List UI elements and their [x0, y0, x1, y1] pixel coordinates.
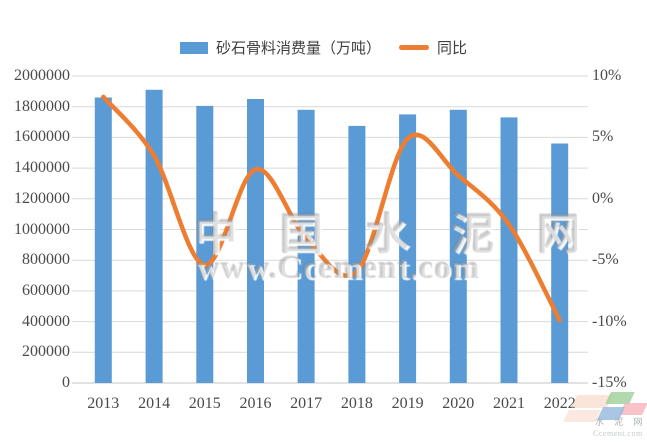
bar-2018 [348, 125, 366, 384]
bar-2017 [297, 109, 315, 384]
legend-item-consumption: 砂石骨料消费量（万吨） [179, 37, 381, 58]
y-right-tick--15%: -15% [592, 374, 627, 391]
y-left-tick-0: 0 [62, 374, 70, 391]
x-tick-2022: 2022 [543, 395, 576, 412]
x-tick-2017: 2017 [290, 395, 323, 412]
y-left-tick-400000: 400000 [22, 312, 70, 330]
y-left-tick-1000000: 1000000 [14, 220, 70, 238]
y-left-tick-1400000: 1400000 [14, 159, 70, 177]
y-left-tick-600000: 600000 [22, 281, 70, 299]
y-right-tick-10%: 10% [592, 67, 622, 84]
bar-2013 [94, 97, 112, 383]
legend-item-yoy: 同比 [399, 37, 467, 58]
x-tick-2015: 2015 [188, 395, 221, 412]
yoy-line [101, 94, 562, 323]
bar-2014 [145, 89, 163, 384]
legend-label-yoy: 同比 [437, 41, 468, 57]
y-left-tick-200000: 200000 [22, 343, 70, 361]
y-left-tick-800000: 800000 [22, 251, 70, 269]
x-tick-2021: 2021 [493, 395, 525, 412]
bar-2019 [399, 114, 417, 384]
x-tick-2013: 2013 [87, 395, 120, 412]
y-right-tick--5%: -5% [592, 251, 619, 269]
x-tick-2014: 2014 [138, 395, 171, 412]
x-tick-2018: 2018 [340, 395, 373, 412]
legend-label-consumption: 砂石骨料消费量（万吨） [215, 41, 381, 57]
bar-2015 [196, 105, 214, 384]
y-right-tick--10%: -10% [592, 312, 627, 330]
legend: 砂石骨料消费量（万吨） 同比 [0, 37, 647, 58]
ccement-logo: 水 泥 网 Ccement.com [560, 386, 647, 445]
x-tick-2016: 2016 [239, 395, 272, 412]
bar-series-swatch [179, 41, 208, 54]
bar-2020 [449, 109, 467, 384]
logo-subtext: Ccement.com [593, 429, 643, 438]
y-left-tick-1200000: 1200000 [14, 189, 70, 207]
y-left-tick-2000000: 2000000 [14, 67, 70, 84]
x-tick-2020: 2020 [442, 395, 475, 412]
y-right-tick-5%: 5% [592, 128, 614, 146]
line-series-swatch [399, 45, 429, 50]
logo-text: 水 泥 网 [595, 417, 647, 427]
bar-2021 [500, 117, 518, 384]
y-left-tick-1800000: 1800000 [14, 97, 70, 115]
bar-2016 [247, 99, 264, 383]
y-left-tick-1600000: 1600000 [14, 128, 70, 146]
y-right-tick-0%: 0% [592, 189, 614, 207]
bar-2022 [551, 143, 569, 383]
x-tick-2019: 2019 [391, 395, 424, 412]
